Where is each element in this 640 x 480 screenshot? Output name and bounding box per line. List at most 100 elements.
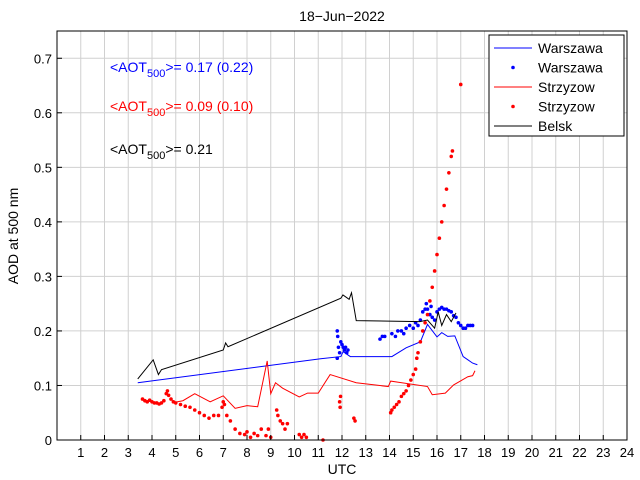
strzyzow-dots-point bbox=[302, 432, 306, 437]
x-tick-label: 18 bbox=[477, 445, 491, 460]
legend-label: Warszawa bbox=[538, 40, 603, 56]
x-axis-label: UTC bbox=[328, 461, 357, 477]
x-tick-label: 11 bbox=[312, 445, 326, 460]
warszawa-dots-point bbox=[336, 345, 341, 350]
x-tick-label: 17 bbox=[454, 445, 468, 460]
strzyzow-dots-point bbox=[197, 410, 202, 415]
warszawa-dots-point bbox=[378, 337, 382, 341]
strzyzow-dots-point bbox=[252, 431, 256, 436]
x-tick-label: 4 bbox=[148, 445, 155, 460]
x-tick-label: 3 bbox=[125, 445, 132, 460]
warszawa-dots-point bbox=[393, 334, 398, 339]
strzyzow-dots-point bbox=[233, 427, 237, 431]
strzyzow-dots-point bbox=[430, 285, 435, 290]
strzyzow-dots-point bbox=[238, 431, 242, 436]
strzyzow-dots-point bbox=[411, 372, 416, 377]
strzyzow-dots-point bbox=[458, 82, 463, 87]
warszawa-dots-point bbox=[456, 320, 461, 325]
warszawa-dots-point bbox=[416, 323, 420, 328]
annotation-subscript: 500 bbox=[147, 68, 165, 80]
strzyzow-dots-point bbox=[169, 397, 173, 401]
warszawa-dots-point bbox=[404, 326, 408, 331]
warszawa-dots-point bbox=[432, 318, 437, 322]
warszawa-dots-point bbox=[343, 345, 348, 350]
strzyzow-dots-point bbox=[437, 236, 442, 241]
strzyzow-dots-point bbox=[397, 400, 401, 404]
strzyzow-dots-point bbox=[245, 430, 249, 434]
warszawa-dots-point bbox=[382, 334, 387, 339]
x-tick-label: 20 bbox=[525, 445, 539, 460]
x-tick-label: 2 bbox=[101, 445, 108, 460]
strzyzow-dots-point bbox=[202, 413, 207, 418]
strzyzow-dots-point bbox=[188, 405, 192, 410]
legend-label: Strzyzow bbox=[538, 99, 596, 115]
strzyzow-dots-point bbox=[337, 400, 342, 404]
x-tick-label: 7 bbox=[220, 445, 227, 460]
strzyzow-dots-point bbox=[435, 252, 439, 257]
strzyzow-dots-point bbox=[304, 435, 309, 440]
legend-label: Strzyzow bbox=[538, 79, 596, 95]
strzyzow-dots-point bbox=[280, 421, 285, 426]
annotation-subscript: 500 bbox=[147, 107, 165, 119]
strzyzow-dots-point bbox=[283, 427, 287, 431]
strzyzow-dots-point bbox=[352, 416, 356, 420]
strzyzow-dots-point bbox=[409, 378, 413, 382]
warszawa-dots-point bbox=[401, 331, 406, 336]
strzyzow-dots-point bbox=[266, 427, 271, 431]
strzyzow-dots-point bbox=[264, 433, 268, 438]
strzyzow-dots-point bbox=[159, 401, 164, 405]
strzyzow-dots-point bbox=[259, 427, 264, 431]
warszawa-dots-point bbox=[337, 350, 342, 355]
annotation-value: >= 0.21 bbox=[165, 141, 213, 157]
x-tick-label: 21 bbox=[549, 445, 563, 460]
strzyzow-dots-point bbox=[413, 367, 418, 371]
series-layer bbox=[137, 82, 478, 442]
x-tick-label: 19 bbox=[501, 445, 515, 460]
strzyzow-dots-point bbox=[225, 413, 229, 418]
strzyzow-dots-point bbox=[394, 402, 399, 407]
warszawa-dots-point bbox=[335, 329, 340, 333]
warszawa-dots-point bbox=[335, 356, 340, 361]
x-tick-label: 24 bbox=[620, 445, 634, 460]
strzyzow-dots-point bbox=[390, 408, 394, 412]
strzyzow-dots-point bbox=[228, 419, 233, 423]
strzyzow-dots-point bbox=[165, 389, 170, 393]
strzyzow-dots-point bbox=[242, 432, 247, 437]
strzyzow-dots-point bbox=[255, 433, 260, 438]
belsk-line-series bbox=[137, 290, 457, 380]
strzyzow-dots-point bbox=[450, 149, 455, 153]
warszawa-dots-point bbox=[335, 334, 340, 339]
x-tick-label: 12 bbox=[335, 445, 349, 460]
strzyzow-dots-point bbox=[183, 404, 188, 408]
y-tick-label: 0.1 bbox=[34, 378, 52, 393]
strzyzow-dots-point bbox=[420, 329, 425, 333]
x-tick-label: 16 bbox=[430, 445, 444, 460]
legend-label: Belsk bbox=[538, 118, 573, 134]
strzyzow-dots-point bbox=[418, 340, 423, 344]
strzyzow-dots-point bbox=[423, 320, 427, 325]
x-tick-label: 22 bbox=[572, 445, 586, 460]
strzyzow-dots-point bbox=[401, 391, 406, 396]
warszawa-dots-point bbox=[399, 329, 404, 333]
strzyzow-dots-point bbox=[274, 408, 279, 412]
y-tick-label: 0 bbox=[45, 433, 52, 448]
y-tick-label: 0.7 bbox=[34, 51, 52, 66]
annotation-prefix: <AOT bbox=[110, 59, 147, 75]
annotations: <AOT500>= 0.17 (0.22)<AOT500>= 0.09 (0.1… bbox=[110, 59, 253, 162]
y-tick-label: 0.5 bbox=[34, 160, 52, 175]
legend-dot-swatch bbox=[511, 104, 515, 109]
strzyzow-dots-point bbox=[276, 413, 280, 418]
strzyzow-dots-point bbox=[439, 220, 444, 224]
strzyzow-dots-point bbox=[404, 389, 408, 393]
strzyzow-dots-point bbox=[207, 416, 211, 420]
strzyzow-dots-point bbox=[415, 356, 419, 361]
y-tick-label: 0.2 bbox=[34, 324, 52, 339]
x-tick-label: 13 bbox=[359, 445, 373, 460]
legend-box bbox=[488, 34, 625, 137]
strzyzow-dots-point bbox=[416, 350, 420, 355]
annotation-prefix: <AOT bbox=[110, 98, 147, 114]
legend-dot-swatch bbox=[511, 65, 515, 70]
annotation-prefix: <AOT bbox=[110, 141, 147, 157]
y-tick-label: 0.4 bbox=[34, 215, 52, 230]
